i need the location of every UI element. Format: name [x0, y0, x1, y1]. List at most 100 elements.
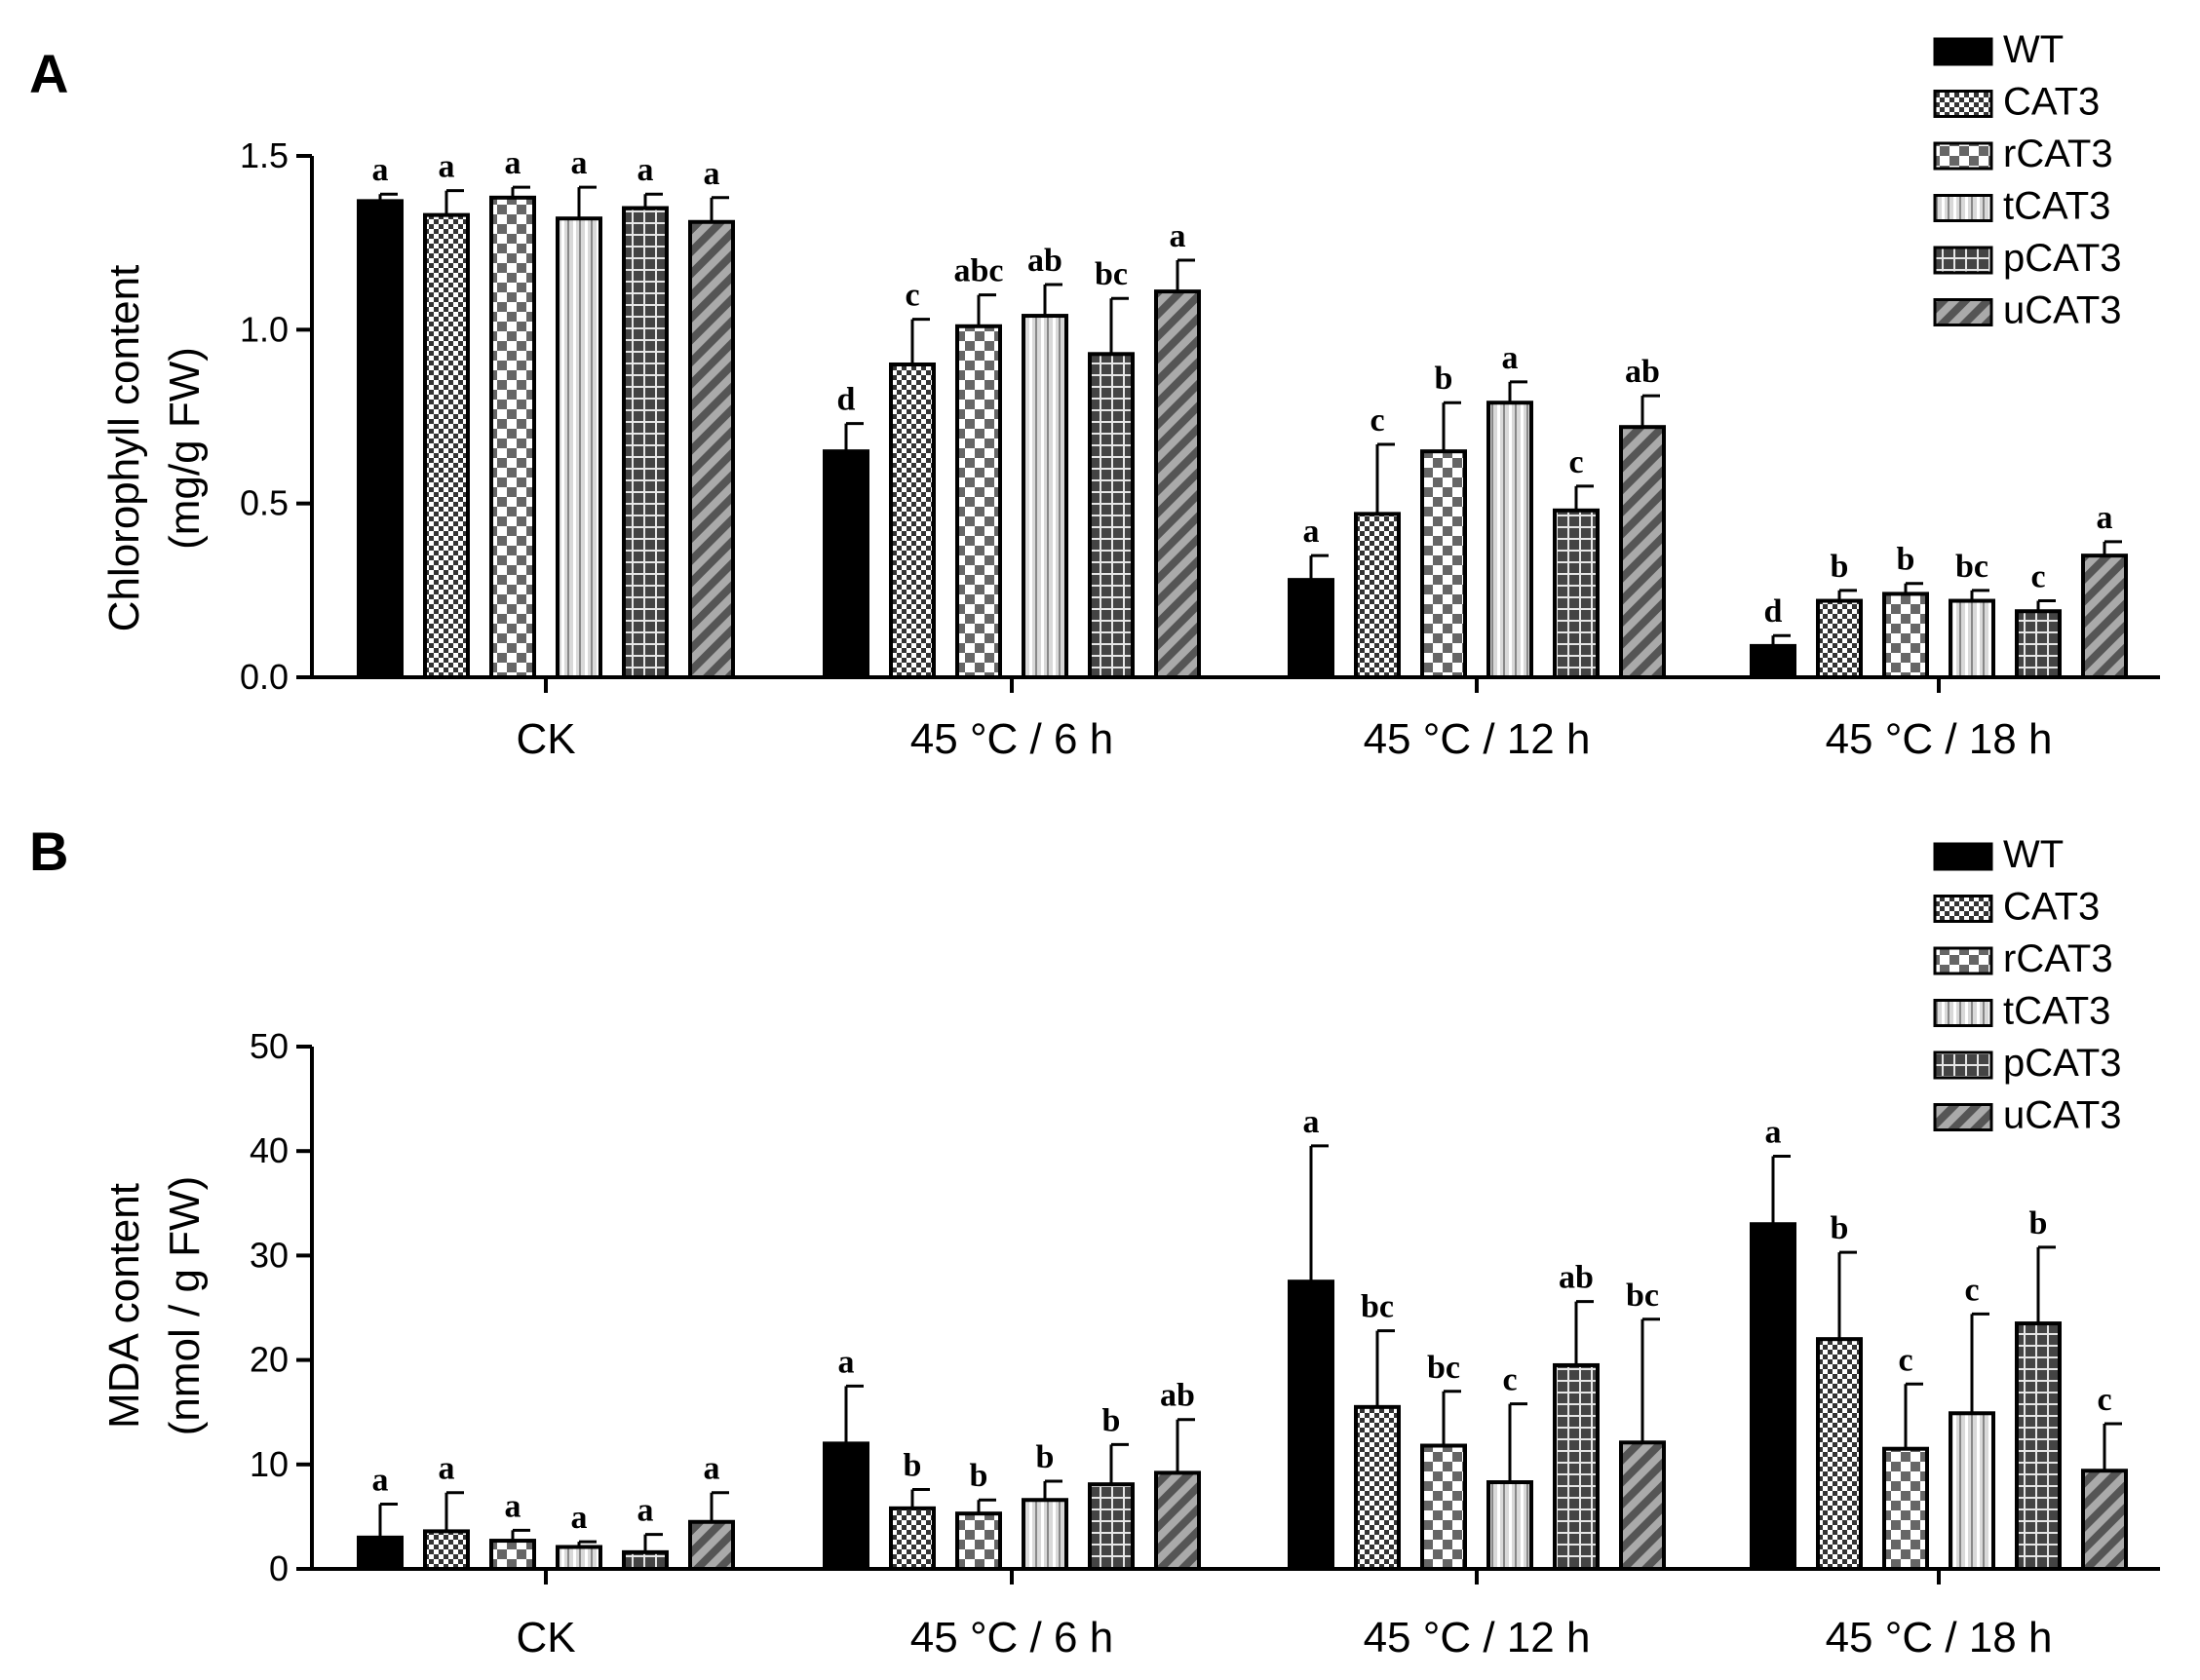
axes: 0.0 0.5 1.0 1.5 CK 45 °C / 6 h 45 °C / 12 h 45 … [240, 135, 2160, 763]
significance-letter: b [1036, 1439, 1055, 1475]
legend-swatch [1933, 37, 1993, 66]
significance-letter: c [1964, 1272, 1979, 1308]
significance-letter: c [1568, 444, 1583, 480]
bar-cat3 [889, 363, 936, 679]
legend-label: rCAT3 [2003, 133, 2113, 175]
bar-tcat3 [556, 216, 602, 679]
significance-letter: bc [1626, 1278, 1659, 1314]
significance-letter: a [1303, 514, 1320, 550]
significance-letter: a [439, 149, 455, 185]
legend-label: CAT3 [2003, 886, 2100, 929]
x-category-label: 45 °C / 12 h [1364, 1614, 1591, 1661]
legend-label: pCAT3 [2003, 1042, 2122, 1085]
y-tick-label: 1.0 [240, 309, 289, 349]
x-category-label: CK [516, 1614, 575, 1661]
y-axis-label-line1: MDA content [100, 1183, 148, 1429]
bar-rcat3 [489, 195, 536, 680]
legend-item: CAT3 [1933, 81, 2100, 124]
bar-cat3 [1354, 512, 1401, 679]
legend-swatch [1933, 895, 1993, 923]
panel-b: B MDA content (nmol / g FW) 0 10 20 30 40 50 C… [29, 821, 2160, 1661]
significance-letter: a [704, 1451, 720, 1487]
bar-cat3 [423, 1529, 470, 1571]
significance-letter: b [1831, 549, 1849, 585]
legend-swatch [1933, 298, 1993, 326]
significance-letter: ab [1160, 1378, 1195, 1414]
x-category-label: 45 °C / 18 h [1826, 1614, 2053, 1661]
panel-a: A Chlorophyll content (mg/g FW) 0.0 0.5 1.… [29, 28, 2160, 763]
significance-letter: b [2029, 1205, 2048, 1241]
significance-letter: a [505, 145, 521, 181]
y-axis-label-line1: Chlorophyll content [100, 265, 148, 632]
bar-pcat3 [622, 206, 669, 679]
bar-pcat3 [1553, 508, 1600, 679]
bar-wt [1288, 578, 1334, 680]
y-axis-label-line2: (nmol / g FW) [161, 1176, 209, 1435]
significance-letter: a [372, 152, 389, 188]
bar-cat3 [1354, 1404, 1401, 1571]
legend-item: WT [1933, 833, 2064, 876]
legend-item: tCAT3 [1933, 990, 2110, 1033]
significance-letter: c [905, 278, 919, 314]
bar-wt [1288, 1279, 1334, 1571]
significance-letter: b [1102, 1402, 1121, 1438]
legend-label: tCAT3 [2003, 990, 2110, 1033]
legend-label: tCAT3 [2003, 185, 2110, 228]
bar-rcat3 [955, 324, 1002, 679]
bar-wt [1750, 643, 1796, 680]
y-tick-label: 0.0 [240, 657, 289, 697]
significance-letter: bc [1427, 1350, 1460, 1386]
legend-label: uCAT3 [2003, 1094, 2122, 1137]
significance-letter: abc [954, 253, 1004, 289]
y-tick-label: 40 [250, 1130, 289, 1170]
legend-label: rCAT3 [2003, 937, 2113, 980]
legend-label: WT [2003, 28, 2064, 71]
bar-rcat3 [1882, 592, 1929, 680]
legend: WT CAT3 rCAT3 tCAT3 pCAT3 uCAT3 [1933, 28, 2122, 332]
significance-letter: c [2097, 1382, 2111, 1418]
bar-wt [357, 199, 404, 679]
significance-letter: a [1765, 1115, 1782, 1151]
bar-rcat3 [1420, 1443, 1467, 1572]
bar-pcat3 [1088, 1482, 1135, 1571]
significance-letter: a [1502, 340, 1519, 376]
significance-letter: ab [1625, 354, 1660, 390]
significance-letter: c [1898, 1342, 1912, 1378]
y-tick-label: 1.5 [240, 135, 289, 175]
bar-tcat3 [1022, 314, 1068, 679]
panel-letter-a: A [29, 43, 68, 104]
bar-ucat3 [1154, 1470, 1201, 1571]
bar-ucat3 [1154, 289, 1201, 679]
significance-letter: c [1370, 402, 1384, 439]
bar-cat3 [889, 1506, 936, 1571]
bar-tcat3 [1022, 1498, 1068, 1572]
significance-letter: a [372, 1463, 389, 1499]
significance-letter: b [1897, 542, 1915, 578]
bar-cat3 [1816, 598, 1863, 679]
panel-letter-b: B [29, 821, 68, 882]
significance-letter: c [2030, 559, 2045, 595]
significance-letter: bc [1361, 1289, 1394, 1325]
x-category-label: 45 °C / 18 h [1826, 715, 2053, 763]
significance-letter: a [704, 156, 720, 192]
legend-swatch [1933, 842, 1993, 871]
significance-letter: a [439, 1451, 455, 1487]
significance-letter: bc [1095, 256, 1128, 292]
legend-swatch [1933, 90, 1993, 118]
significance-letter: b [970, 1458, 988, 1494]
significance-letter: a [838, 1344, 855, 1380]
legend-swatch [1933, 194, 1993, 222]
x-category-label: CK [516, 715, 575, 763]
legend-item: uCAT3 [1933, 289, 2122, 332]
y-tick-label: 0.5 [240, 483, 289, 523]
bar-tcat3 [1486, 1480, 1533, 1572]
significance-letter: c [1502, 1362, 1517, 1398]
significance-letter: a [637, 152, 654, 188]
legend-item: uCAT3 [1933, 1094, 2122, 1137]
significance-letter: b [904, 1448, 922, 1484]
legend-item: rCAT3 [1933, 937, 2113, 980]
significance-letter: a [571, 1500, 588, 1536]
bar-tcat3 [1949, 1411, 1995, 1571]
